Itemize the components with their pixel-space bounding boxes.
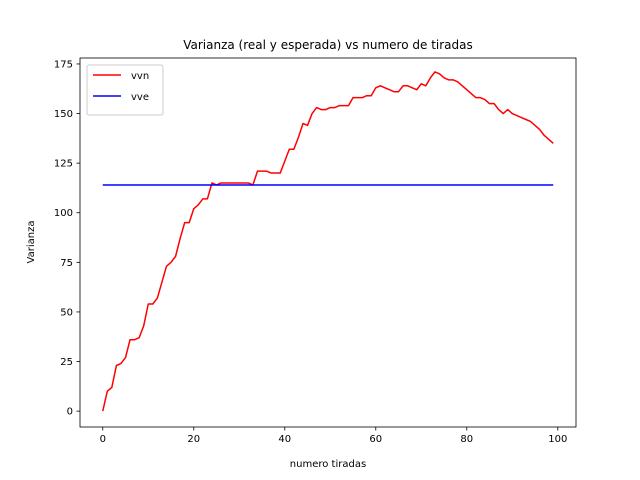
x-axis-title: numero tiradas bbox=[290, 459, 366, 470]
legend-label-vve: vve bbox=[131, 92, 149, 103]
series-line-vvn bbox=[102, 71, 554, 412]
legend-box bbox=[86, 64, 164, 116]
y-tick-label: 175 bbox=[54, 59, 73, 70]
x-tick-label: 0 bbox=[100, 434, 106, 445]
x-tick-label: 40 bbox=[278, 434, 291, 445]
x-tick-label: 60 bbox=[369, 434, 382, 445]
y-tick-label: 25 bbox=[60, 357, 73, 368]
chart-title: Varianza (real y esperada) vs numero de … bbox=[183, 38, 473, 52]
axes-frame bbox=[79, 57, 577, 428]
y-tick-label: 125 bbox=[54, 159, 73, 170]
y-tick-label: 0 bbox=[67, 407, 73, 418]
legend-label-vvn: vvn bbox=[131, 71, 149, 82]
y-tick-label: 150 bbox=[54, 109, 73, 120]
x-tick-label: 20 bbox=[187, 434, 200, 445]
y-tick-label: 50 bbox=[60, 307, 73, 318]
x-tick-label: 80 bbox=[460, 434, 473, 445]
y-axis-title: Varianza bbox=[26, 221, 37, 264]
plot-area bbox=[102, 71, 554, 412]
legend: vvn vve bbox=[86, 64, 164, 116]
y-tick-label: 100 bbox=[54, 208, 73, 219]
x-tick-label: 100 bbox=[548, 434, 567, 445]
axes: 0 20 40 60 80 100 0 25 50 75 100 125 150 175 bbox=[54, 57, 577, 445]
y-tick-label: 75 bbox=[60, 258, 73, 269]
